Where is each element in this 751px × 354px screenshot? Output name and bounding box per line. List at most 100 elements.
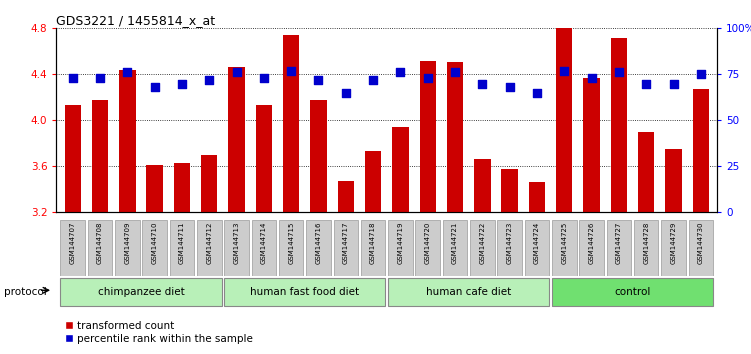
- Bar: [92, 100, 108, 354]
- Bar: [60, 278, 222, 306]
- Point: [613, 70, 625, 75]
- Point: [258, 75, 270, 81]
- Text: GSM144729: GSM144729: [671, 221, 677, 264]
- Text: human fast food diet: human fast food diet: [250, 287, 360, 297]
- Text: control: control: [614, 287, 650, 297]
- Text: GSM144718: GSM144718: [370, 221, 376, 264]
- Bar: [388, 278, 549, 306]
- Text: GSM144719: GSM144719: [397, 221, 403, 264]
- Point: [204, 77, 216, 83]
- Legend: transformed count, percentile rank within the sample: transformed count, percentile rank withi…: [62, 317, 257, 348]
- Point: [531, 90, 543, 96]
- Text: GSM144715: GSM144715: [288, 221, 294, 264]
- Bar: [556, 28, 572, 354]
- Point: [122, 70, 134, 75]
- Point: [149, 84, 161, 90]
- Text: GSM144709: GSM144709: [125, 221, 131, 264]
- Text: GSM144714: GSM144714: [261, 221, 267, 264]
- Text: GSM144725: GSM144725: [561, 221, 567, 264]
- Bar: [502, 169, 518, 354]
- Point: [176, 81, 188, 86]
- Bar: [638, 132, 654, 354]
- Bar: [420, 61, 436, 354]
- Bar: [225, 278, 385, 306]
- Bar: [579, 220, 604, 276]
- Bar: [65, 105, 81, 354]
- Bar: [497, 220, 522, 276]
- Bar: [584, 78, 600, 354]
- Bar: [338, 181, 354, 354]
- Bar: [525, 220, 549, 276]
- Point: [94, 75, 106, 81]
- Bar: [170, 220, 195, 276]
- Bar: [88, 220, 113, 276]
- Bar: [306, 220, 330, 276]
- Bar: [474, 159, 490, 354]
- Bar: [665, 149, 682, 354]
- Bar: [689, 220, 713, 276]
- Point: [67, 75, 79, 81]
- Bar: [201, 155, 218, 354]
- Bar: [470, 220, 495, 276]
- Point: [586, 75, 598, 81]
- Bar: [146, 165, 163, 354]
- Bar: [283, 35, 300, 354]
- Bar: [388, 220, 413, 276]
- Bar: [173, 163, 190, 354]
- Point: [449, 70, 461, 75]
- Text: GSM144713: GSM144713: [234, 221, 240, 264]
- Bar: [143, 220, 167, 276]
- Bar: [552, 220, 577, 276]
- Text: GSM144727: GSM144727: [616, 221, 622, 264]
- Point: [504, 84, 516, 90]
- Point: [422, 75, 434, 81]
- Point: [640, 81, 652, 86]
- Point: [558, 68, 570, 74]
- Point: [312, 77, 324, 83]
- Point: [695, 72, 707, 77]
- Bar: [634, 220, 659, 276]
- Text: GSM144711: GSM144711: [179, 221, 185, 264]
- Point: [367, 77, 379, 83]
- Bar: [692, 89, 709, 354]
- Text: GSM144717: GSM144717: [342, 221, 348, 264]
- Text: GSM144716: GSM144716: [315, 221, 321, 264]
- Bar: [365, 152, 382, 354]
- Text: GSM144723: GSM144723: [507, 221, 513, 264]
- Text: GSM144710: GSM144710: [152, 221, 158, 264]
- Point: [285, 68, 297, 74]
- Text: chimpanzee diet: chimpanzee diet: [98, 287, 184, 297]
- Text: GSM144724: GSM144724: [534, 221, 540, 264]
- Bar: [529, 183, 545, 354]
- Bar: [552, 278, 713, 306]
- Text: GSM144708: GSM144708: [97, 221, 103, 264]
- Bar: [360, 220, 385, 276]
- Bar: [611, 38, 627, 354]
- Bar: [255, 105, 272, 354]
- Bar: [279, 220, 303, 276]
- Bar: [60, 220, 85, 276]
- Text: GSM144720: GSM144720: [425, 221, 431, 264]
- Point: [394, 70, 406, 75]
- Text: human cafe diet: human cafe diet: [426, 287, 511, 297]
- Bar: [252, 220, 276, 276]
- Text: GSM144730: GSM144730: [698, 221, 704, 264]
- Bar: [333, 220, 358, 276]
- Bar: [228, 67, 245, 354]
- Bar: [443, 220, 467, 276]
- Text: protocol: protocol: [4, 287, 47, 297]
- Text: GSM144712: GSM144712: [207, 221, 213, 264]
- Bar: [607, 220, 631, 276]
- Point: [231, 70, 243, 75]
- Bar: [661, 220, 686, 276]
- Text: GSM144707: GSM144707: [70, 221, 76, 264]
- Bar: [225, 220, 249, 276]
- Text: GSM144721: GSM144721: [452, 221, 458, 264]
- Point: [339, 90, 351, 96]
- Text: GSM144726: GSM144726: [589, 221, 595, 264]
- Bar: [392, 127, 409, 354]
- Text: GDS3221 / 1455814_x_at: GDS3221 / 1455814_x_at: [56, 14, 216, 27]
- Point: [476, 81, 488, 86]
- Text: GSM144728: GSM144728: [643, 221, 649, 264]
- Bar: [119, 70, 135, 354]
